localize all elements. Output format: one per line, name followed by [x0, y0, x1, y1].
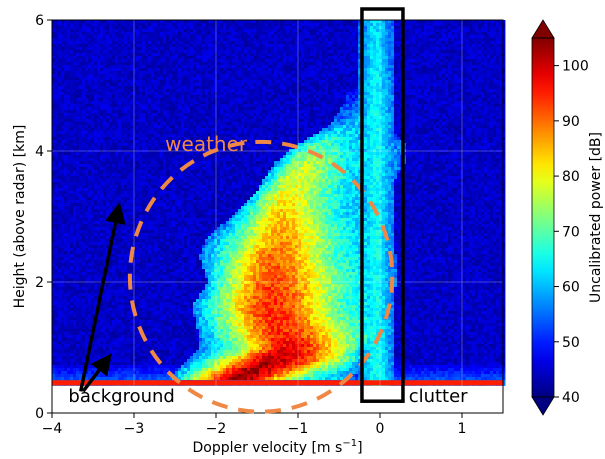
colorbar-gradient-bar: [532, 38, 554, 397]
y-tick-label: 2: [35, 275, 44, 291]
axes: −4 −3 −2 −1 0 1 0 2 4 6 Doppler velocity [m s−1] He…: [12, 13, 504, 456]
y-tick-label: 6: [35, 13, 44, 29]
x-axis-label: Doppler velocity [m s−1]: [192, 438, 362, 456]
y-tick-label: 0: [35, 406, 44, 422]
x-tick-label: −3: [124, 421, 145, 437]
x-tick-label: −2: [206, 421, 227, 437]
y-tick-label: 4: [35, 144, 44, 160]
colorbar: 40 50 60 70 80 90 100 Uncalibrated power [dB]: [531, 19, 604, 416]
y-axis-label: Height (above radar) [km]: [12, 125, 28, 309]
colorbar-label: Uncalibrated power [dB]: [588, 132, 604, 303]
colorbar-tick-label: 60: [562, 280, 580, 296]
clutter-box: [360, 7, 405, 403]
annotation-background: background: [68, 386, 174, 407]
colorbar-tick-label: 50: [562, 335, 580, 351]
annotation-weather: weather: [165, 132, 248, 156]
annotation-clutter: clutter: [409, 386, 468, 407]
colorbar-tick-label: 80: [562, 169, 580, 185]
colorbar-min-extend: [531, 396, 555, 416]
colorbar-tick-label: 70: [562, 224, 580, 240]
weather-ellipse: [127, 139, 395, 414]
x-tick-label: −4: [42, 421, 63, 437]
annotations: weather background clutter: [68, 7, 468, 414]
arrow: [78, 202, 126, 392]
plot-area: [52, 20, 506, 413]
colorbar-tick-label: 90: [562, 114, 580, 130]
colorbar-max-extend: [531, 19, 555, 39]
ground-echo-band: [52, 380, 503, 386]
x-tick-label: 0: [376, 421, 385, 437]
x-tick-label: 1: [458, 421, 467, 437]
colorbar-frame: [531, 37, 555, 398]
arrow: [81, 353, 112, 393]
plot-frame: [51, 19, 504, 414]
colorbar-tick-label: 100: [562, 59, 589, 75]
x-tick-label: −1: [288, 421, 309, 437]
colorbar-tick-label: 40: [562, 390, 580, 406]
heatmap-cells: [52, 20, 506, 386]
